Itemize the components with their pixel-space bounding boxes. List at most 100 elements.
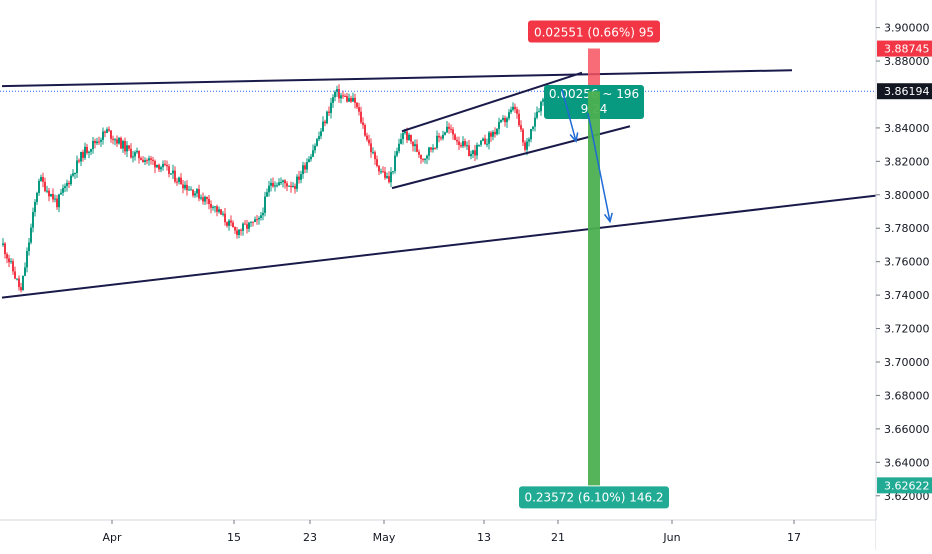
candle-body xyxy=(172,170,174,174)
candle-body xyxy=(154,160,156,168)
measure-down-label-box[interactable] xyxy=(519,486,669,509)
candle-body xyxy=(264,196,266,213)
candle-body xyxy=(140,158,142,160)
candle-body xyxy=(312,150,314,157)
candle-body xyxy=(472,150,474,154)
candle-body xyxy=(336,89,338,92)
candle-body xyxy=(538,111,540,113)
candle-body xyxy=(416,144,418,152)
candle-body xyxy=(414,144,416,147)
arrow-long[interactable] xyxy=(587,112,611,222)
plot-area[interactable] xyxy=(0,0,876,520)
candle-body xyxy=(252,221,254,223)
candle-body xyxy=(372,152,374,154)
candle-body xyxy=(284,180,286,184)
candle-body xyxy=(208,199,210,205)
candle-body xyxy=(330,102,332,113)
candle-body xyxy=(94,140,96,144)
candle-body xyxy=(74,173,76,175)
candle-body xyxy=(260,215,262,218)
candle-body xyxy=(396,151,398,156)
wedge-upper-line[interactable] xyxy=(401,71,583,133)
candle-body xyxy=(274,185,276,187)
candle-body xyxy=(494,131,496,135)
price-badges: 3.88745 3.86194 3.62622 xyxy=(877,40,932,494)
candle-body xyxy=(468,145,470,157)
candle-body xyxy=(186,184,188,191)
y-tick-label: 3.78000 xyxy=(884,222,930,235)
candle-body xyxy=(142,159,144,162)
candle-body xyxy=(532,126,534,129)
y-tick-label: 3.68000 xyxy=(884,389,930,402)
candle-body xyxy=(238,229,240,235)
arrow-short[interactable] xyxy=(561,89,577,142)
candle-body xyxy=(200,197,202,199)
candle-body xyxy=(92,140,94,150)
candle-body xyxy=(258,217,260,220)
candle-body xyxy=(456,139,458,142)
lower-channel-line[interactable] xyxy=(1,194,877,299)
candle-body xyxy=(62,188,64,193)
candle-body xyxy=(364,125,366,136)
x-tick-label: 17 xyxy=(787,531,801,544)
candle-body xyxy=(424,158,426,160)
candle-body xyxy=(278,182,280,186)
y-tick-label: 3.84000 xyxy=(884,122,930,135)
candle-body xyxy=(326,111,328,124)
candle-body xyxy=(10,261,12,263)
candle-body xyxy=(266,192,268,197)
candle-body xyxy=(86,146,88,153)
measure-up-band[interactable] xyxy=(588,48,600,92)
candle-body xyxy=(386,176,388,178)
upper-channel-line[interactable] xyxy=(1,69,793,88)
candle-body xyxy=(316,139,318,146)
candle-body xyxy=(420,154,422,159)
candle-body xyxy=(448,126,450,129)
candle-body xyxy=(384,171,386,178)
candle-body xyxy=(112,138,114,140)
candle-body xyxy=(100,139,102,142)
candle-body xyxy=(96,141,98,144)
candle-body xyxy=(184,184,186,189)
candle-body xyxy=(248,222,250,229)
time-axis[interactable] xyxy=(0,520,876,550)
candle-body xyxy=(156,164,158,168)
candle-body xyxy=(338,89,340,99)
candle-body xyxy=(506,118,508,123)
candle-body xyxy=(170,173,172,175)
y-tick-label: 3.66000 xyxy=(884,423,930,436)
candle-body xyxy=(148,158,150,161)
candle-body xyxy=(38,180,40,193)
candle-body xyxy=(50,194,52,197)
candle-body xyxy=(406,131,408,141)
candle-body xyxy=(470,153,472,157)
measure-up-label: 0.02551 (0.66%) 95 xyxy=(534,25,654,39)
candle-body xyxy=(168,166,170,174)
candle-body xyxy=(342,95,344,97)
candle-body xyxy=(160,167,162,170)
candle-body xyxy=(324,121,326,124)
candle-body xyxy=(484,138,486,145)
candle-body xyxy=(398,143,400,152)
candle-body xyxy=(212,206,214,208)
candle-body xyxy=(240,229,242,231)
candle-body xyxy=(14,271,16,279)
candle-body xyxy=(524,142,526,150)
axis-corner xyxy=(876,520,932,550)
candle-body xyxy=(78,160,80,162)
candle-body xyxy=(474,150,476,156)
measure-up-label-box[interactable] xyxy=(528,20,660,43)
candle-body xyxy=(300,174,302,180)
candle-body xyxy=(40,177,42,181)
candle-body xyxy=(206,196,208,200)
measure-down-band[interactable] xyxy=(588,91,600,486)
candle-body xyxy=(76,160,78,174)
candle-body xyxy=(204,196,206,202)
candle-body xyxy=(490,132,492,137)
candle-body xyxy=(272,182,274,187)
badge-current xyxy=(877,83,932,100)
candle-body xyxy=(482,138,484,141)
y-tick-label: 3.64000 xyxy=(884,456,930,469)
